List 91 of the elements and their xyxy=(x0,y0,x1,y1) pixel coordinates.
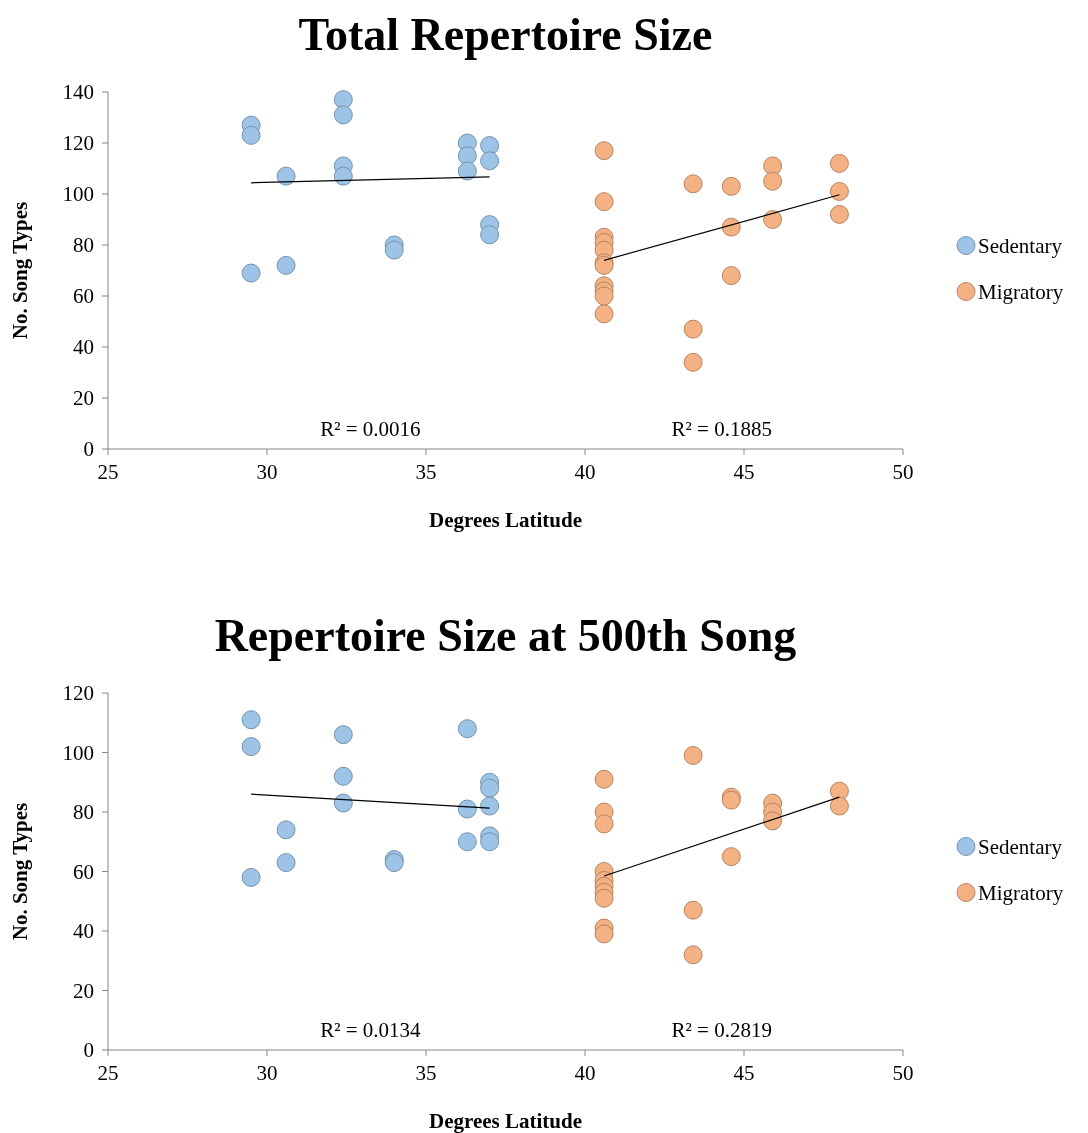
y-tick-label: 0 xyxy=(83,1038,94,1062)
point xyxy=(241,737,261,757)
point xyxy=(594,286,614,306)
y-tick-label: 60 xyxy=(73,284,94,308)
y-tick-label: 0 xyxy=(83,437,94,461)
y-tick-label: 100 xyxy=(62,182,94,206)
legend-label: Sedentary xyxy=(978,834,1063,859)
point xyxy=(829,204,849,224)
annotation: R² = 0.0016 xyxy=(320,417,421,441)
legend-label: Sedentary xyxy=(978,233,1063,258)
x-tick-label: 35 xyxy=(415,460,437,484)
point xyxy=(683,319,703,339)
point xyxy=(721,266,741,286)
point xyxy=(241,710,261,730)
legend-label: Migratory xyxy=(978,880,1064,905)
point xyxy=(594,141,614,161)
point xyxy=(480,778,500,798)
x-tick-label: 40 xyxy=(574,460,596,484)
annotation: R² = 0.2819 xyxy=(671,1018,772,1042)
y-tick-label: 120 xyxy=(62,681,94,705)
point xyxy=(829,796,849,816)
point xyxy=(594,304,614,324)
point xyxy=(683,745,703,765)
point xyxy=(384,240,404,260)
point xyxy=(721,217,741,237)
x-tick-label: 50 xyxy=(892,1061,914,1085)
point xyxy=(829,181,849,201)
point xyxy=(763,210,783,229)
y-tick-label: 80 xyxy=(73,800,94,824)
point xyxy=(241,263,261,283)
x-tick-label: 45 xyxy=(733,460,755,484)
annotation: R² = 0.0134 xyxy=(320,1018,422,1042)
y-axis-title: No. Song Types xyxy=(8,802,32,941)
point xyxy=(333,793,353,813)
y-tick-label: 20 xyxy=(73,386,94,410)
point xyxy=(480,832,500,852)
point xyxy=(683,352,703,372)
x-axis-title: Degrees Latitude xyxy=(429,508,582,532)
annotation: R² = 0.1885 xyxy=(671,417,772,441)
chart-title: Repertoire Size at 500th Song xyxy=(214,610,797,661)
point xyxy=(333,725,353,745)
y-tick-label: 140 xyxy=(62,80,94,104)
y-tick-label: 40 xyxy=(73,335,94,359)
x-tick-label: 25 xyxy=(97,460,119,484)
y-tick-label: 40 xyxy=(73,919,94,943)
point xyxy=(276,820,296,840)
y-tick-label: 80 xyxy=(73,233,94,257)
point xyxy=(594,814,614,834)
point xyxy=(683,945,703,965)
point xyxy=(457,719,477,739)
point xyxy=(480,225,500,245)
point xyxy=(333,105,353,125)
x-tick-label: 35 xyxy=(415,1061,437,1085)
point xyxy=(457,832,477,852)
point xyxy=(457,799,477,819)
y-axis-title: No. Song Types xyxy=(8,201,32,340)
point xyxy=(763,171,783,191)
point xyxy=(763,156,783,176)
x-tick-label: 40 xyxy=(574,1061,596,1085)
point xyxy=(480,796,500,816)
point xyxy=(241,125,261,145)
y-tick-label: 20 xyxy=(73,978,94,1003)
x-tick-label: 50 xyxy=(892,460,914,484)
chart-title: Total Repertoire Size xyxy=(298,9,713,60)
point xyxy=(829,153,849,173)
point xyxy=(594,769,614,789)
point xyxy=(594,888,614,908)
x-tick-label: 30 xyxy=(256,460,278,484)
point xyxy=(721,847,741,867)
point xyxy=(241,867,261,887)
point xyxy=(276,853,296,873)
point xyxy=(457,161,477,181)
x-axis-title: Degrees Latitude xyxy=(429,1109,582,1133)
y-tick-label: 100 xyxy=(62,740,94,765)
point xyxy=(683,900,703,920)
point xyxy=(683,174,703,194)
point xyxy=(721,176,741,196)
y-tick-label: 60 xyxy=(73,859,94,884)
point xyxy=(333,166,353,186)
x-tick-label: 45 xyxy=(733,1061,755,1085)
point xyxy=(763,811,783,831)
point xyxy=(333,766,353,786)
legend-label: Migratory xyxy=(978,279,1064,304)
point xyxy=(480,151,500,171)
point xyxy=(594,192,614,212)
x-tick-label: 30 xyxy=(256,1061,278,1085)
point xyxy=(276,255,296,275)
y-tick-label: 120 xyxy=(62,131,94,155)
x-tick-label: 25 xyxy=(97,1061,119,1085)
point xyxy=(594,924,614,944)
point xyxy=(276,166,296,186)
